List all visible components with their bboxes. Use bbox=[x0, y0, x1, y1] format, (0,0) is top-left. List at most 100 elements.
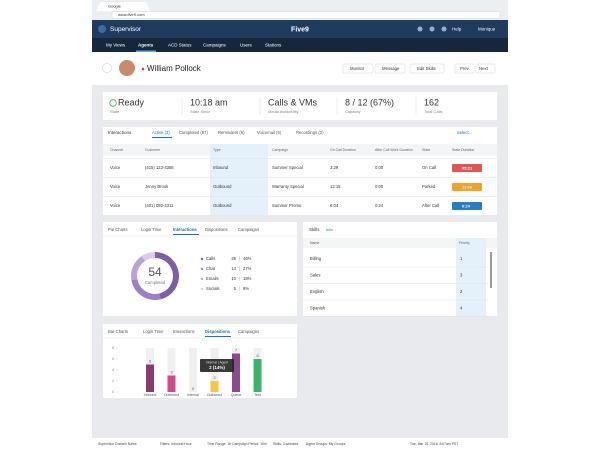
info-link[interactable]: Info bbox=[326, 227, 333, 232]
action-label[interactable]: Message bbox=[382, 66, 400, 71]
state-badge[interactable] bbox=[452, 183, 482, 191]
legend-dot bbox=[200, 287, 204, 291]
x-tick-label: Test bbox=[254, 393, 260, 397]
cell: (401) 092-4311 bbox=[145, 203, 174, 208]
action-button[interactable] bbox=[342, 63, 374, 74]
priority-highlight bbox=[456, 238, 486, 316]
column-header: Channel bbox=[110, 148, 123, 152]
cell: Voice bbox=[110, 203, 121, 208]
legend-label: Emails bbox=[206, 276, 219, 281]
header-icon[interactable] bbox=[441, 26, 447, 32]
stats-panel bbox=[103, 92, 497, 120]
bar[interactable] bbox=[232, 353, 240, 393]
cell: 3 bbox=[460, 273, 463, 278]
donut-segment bbox=[155, 252, 180, 300]
bar-value-label: 3 bbox=[170, 371, 172, 375]
nav-item[interactable]: Users bbox=[240, 43, 253, 48]
legend-label: Socials bbox=[206, 286, 220, 291]
action-button[interactable] bbox=[409, 63, 445, 74]
nav-item[interactable]: Stations bbox=[265, 43, 282, 48]
cell: Voice bbox=[110, 184, 121, 189]
action-label[interactable]: Edit Skills bbox=[417, 66, 436, 71]
column-header: After Call Work Duration bbox=[375, 148, 413, 152]
address-bar[interactable] bbox=[111, 11, 501, 19]
back-button[interactable] bbox=[102, 63, 112, 73]
bar-tab[interactable]: Dispositions bbox=[205, 329, 231, 334]
header-icon[interactable] bbox=[417, 26, 423, 32]
browser-tab[interactable] bbox=[96, 2, 150, 11]
column-header: Name bbox=[310, 241, 319, 245]
prev-button[interactable] bbox=[454, 63, 475, 74]
legend-separator: | bbox=[239, 286, 240, 291]
url: www.five9.com bbox=[118, 12, 145, 17]
action-label[interactable]: Monitor bbox=[350, 66, 365, 71]
y-tick-label: 6 bbox=[112, 357, 114, 361]
pie-tab[interactable]: Interactions bbox=[173, 227, 197, 232]
next-label[interactable]: Next bbox=[479, 66, 489, 71]
nav-item[interactable]: Agents bbox=[138, 43, 154, 48]
footer-text: Supervisor Domain Name bbox=[98, 442, 137, 446]
bar[interactable] bbox=[167, 375, 176, 393]
bar-tab[interactable]: Login Time bbox=[143, 329, 164, 334]
pie-tab[interactable]: Dispositions bbox=[205, 227, 228, 232]
stat-value: Ready bbox=[118, 97, 145, 107]
action-button[interactable] bbox=[374, 63, 406, 74]
header-icon[interactable] bbox=[429, 26, 435, 32]
table-header bbox=[103, 144, 497, 156]
legend-percent: 18% bbox=[243, 276, 252, 281]
pie-tab[interactable]: Login Time bbox=[141, 227, 162, 232]
agent-name: William Pollock bbox=[147, 64, 202, 73]
state-badge[interactable] bbox=[452, 164, 482, 172]
cell: (415) 123-4356 bbox=[145, 165, 174, 170]
bar-tab[interactable]: Interactions bbox=[173, 329, 195, 334]
bar-value-label: 7 bbox=[235, 349, 237, 353]
next-button[interactable] bbox=[475, 63, 496, 74]
state-badge[interactable] bbox=[452, 202, 482, 210]
stat-label: Media Availability bbox=[268, 109, 299, 114]
interaction-tab[interactable]: Active (3) bbox=[152, 130, 170, 135]
cell: 0:00 bbox=[375, 184, 384, 189]
logo: Five9 bbox=[291, 26, 309, 33]
legend-label: Chat bbox=[206, 266, 216, 271]
interaction-tab[interactable]: Reminders (6) bbox=[218, 130, 245, 135]
nav-bar bbox=[92, 38, 508, 52]
select-link[interactable]: Select... bbox=[457, 130, 472, 135]
panel-title: Skills bbox=[309, 227, 320, 232]
ready-icon bbox=[109, 99, 117, 107]
stat-value: 10:18 am bbox=[190, 97, 228, 107]
footer-bar bbox=[92, 438, 508, 450]
state-duration: 05:21 bbox=[462, 165, 473, 170]
legend-percent: 46% bbox=[243, 256, 252, 261]
cell: On Call bbox=[422, 165, 436, 170]
bar-tab[interactable]: Campaigns bbox=[238, 329, 259, 334]
interaction-tab[interactable]: Voicemail (5) bbox=[257, 130, 282, 135]
bar-value-label: 6 bbox=[256, 354, 258, 358]
nav-item[interactable]: ACD Status bbox=[168, 43, 192, 48]
bar-track bbox=[167, 348, 176, 392]
nav-item[interactable]: Campaigns bbox=[203, 43, 227, 48]
help-link[interactable]: Help bbox=[452, 27, 462, 32]
cell: Warranty Special bbox=[272, 184, 304, 189]
stat-label: Total Calls bbox=[424, 109, 442, 114]
tab-underline bbox=[152, 137, 172, 138]
cell: Parked bbox=[422, 184, 436, 189]
footer-text: Time Range: 1h bbox=[207, 442, 231, 446]
prev-label[interactable]: Prev bbox=[460, 66, 470, 71]
interaction-tab[interactable]: Recordings (2) bbox=[296, 130, 324, 135]
bar[interactable] bbox=[253, 359, 262, 392]
bar[interactable] bbox=[210, 381, 219, 392]
interaction-tab[interactable]: Completed (87) bbox=[179, 130, 208, 135]
stat-label: Capacity bbox=[345, 109, 361, 114]
app-icon bbox=[98, 25, 106, 33]
app-name: Supervisor bbox=[110, 26, 142, 33]
nav-item[interactable]: My Views bbox=[106, 43, 126, 48]
pie-tab[interactable]: Campaigns bbox=[238, 227, 259, 232]
footer-text: Tue, Mar 15, 2016, 8:07am PST bbox=[410, 442, 458, 446]
x-tick-label: Inbound bbox=[144, 393, 157, 397]
column-header: Type bbox=[213, 148, 221, 152]
user-menu[interactable]: Monique bbox=[478, 27, 496, 32]
bar-value-label: 0 bbox=[192, 387, 194, 391]
bar[interactable] bbox=[146, 364, 154, 393]
